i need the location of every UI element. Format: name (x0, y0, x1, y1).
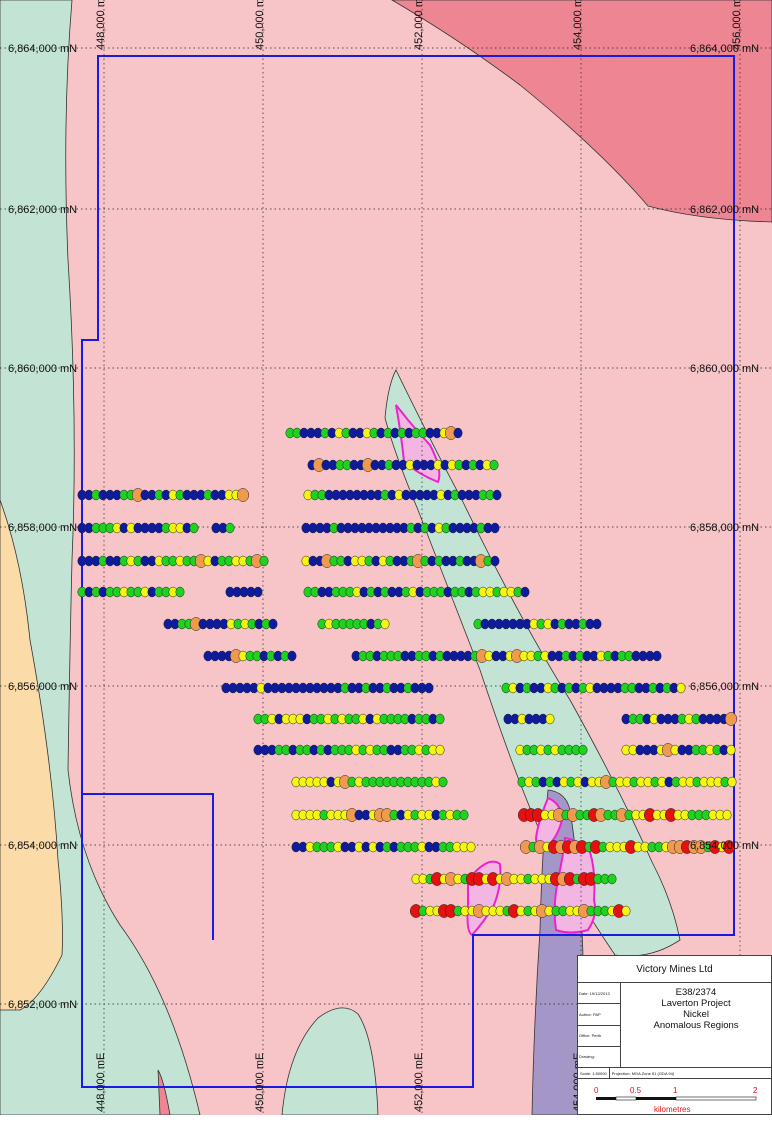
northing-label: 6,860,000 mN (690, 363, 759, 375)
felsic-dyke (157, 1069, 171, 1115)
soil-sample-point (287, 650, 297, 662)
soil-sample-point (189, 522, 199, 534)
scale-projection-row: Scale: 1:50000 Projection: MGA Zone 51 (… (578, 1068, 771, 1079)
soil-sample-point (607, 873, 617, 885)
project-name: Laverton Project (661, 998, 731, 1009)
soil-sample-point (722, 809, 732, 821)
soil-sample-point (438, 776, 448, 788)
soil-sample-point (253, 586, 263, 598)
soil-sample-point (592, 618, 602, 630)
easting-label: 448,000 mE (95, 0, 107, 50)
soil-sample-points (77, 426, 738, 918)
greenstone-unit-south (281, 1007, 379, 1115)
scale-tick-label: 0.5 (630, 1086, 642, 1095)
soil-sample-point (225, 522, 235, 534)
northing-label: 6,854,000 mN (690, 840, 759, 852)
drawing-field: Drawing: (579, 1054, 595, 1060)
soil-sample-point (545, 713, 555, 725)
soil-sample-point (652, 650, 662, 662)
northing-label: 6,864,000 mN (690, 43, 759, 55)
easting-label: 450,000 mE (254, 0, 266, 50)
soil-sample-point (520, 586, 530, 598)
soil-sample-point (268, 618, 278, 630)
northing-label: 6,858,000 mN (8, 522, 77, 534)
easting-label: 448,000 mE (95, 1053, 107, 1112)
title-block-middle: Date: 19/12/2013 Author: PAP Office: Per… (578, 983, 771, 1068)
soil-sample-point (466, 841, 476, 853)
author-field: Author: PAP (578, 1004, 620, 1026)
soil-sample-point (578, 744, 588, 756)
soil-sample-point (726, 744, 736, 756)
soil-sample-point (724, 712, 738, 726)
map-subject: Anomalous Regions (653, 1020, 739, 1031)
easting-label: 454,000 mE (572, 0, 584, 50)
soil-sample-point (492, 489, 502, 501)
soil-sample-point (380, 618, 390, 630)
title-block-metadata: Date: 19/12/2013 Author: PAP Office: Per… (578, 983, 621, 1067)
scale-field: Scale: 1:50000 (578, 1068, 610, 1078)
northing-label: 6,862,000 mN (690, 204, 759, 216)
soil-sample-point (490, 522, 500, 534)
northing-label: 6,856,000 mN (8, 681, 77, 693)
tenement-id: E38/2374 (675, 987, 717, 998)
tenement-boundary (81, 55, 735, 1088)
scale-tick-label: 0 (594, 1086, 599, 1095)
title-block: Victory Mines Ltd Date: 19/12/2013 Autho… (577, 955, 772, 1115)
soil-sample-point (175, 586, 185, 598)
easting-label: 450,000 mE (254, 1053, 266, 1112)
soil-sample-point (259, 555, 269, 567)
easting-label: 452,000 mE (413, 1053, 425, 1112)
soil-sample-point (621, 905, 631, 917)
soil-sample-point (722, 840, 736, 854)
soil-sample-point (453, 427, 463, 439)
scale-tick-label: 1 (673, 1086, 678, 1095)
sediment-unit (0, 499, 63, 1011)
office-field: Office: Perth (578, 1026, 620, 1047)
soil-sample-point (489, 459, 499, 471)
soil-sample-point (435, 744, 445, 756)
northing-label: 6,862,000 mN (8, 204, 77, 216)
northing-label: 6,856,000 mN (690, 681, 759, 693)
scale-unit: kilometres (654, 1105, 690, 1114)
soil-sample-point (727, 776, 737, 788)
scale-bar-graphic: 0 0.5 1 2 kilometres (594, 1086, 758, 1114)
project-description: E38/2374 Laverton Project Nickel Anomalo… (621, 983, 771, 1067)
grid-labels: 6,864,000 mN 6,864,000 mN 6,862,000 mN 6… (8, 0, 759, 1112)
easting-label: 456,000 mE (731, 0, 743, 50)
soil-sample-point (676, 682, 686, 694)
northing-label: 6,852,000 mN (8, 999, 77, 1011)
soil-sample-point (435, 713, 445, 725)
commodity: Nickel (683, 1009, 709, 1020)
company-name: Victory Mines Ltd (578, 956, 771, 983)
northing-label: 6,860,000 mN (8, 363, 77, 375)
soil-sample-point (459, 809, 469, 821)
northing-label: 6,858,000 mN (690, 522, 759, 534)
scale-tick-label: 2 (753, 1086, 758, 1095)
northing-label: 6,854,000 mN (8, 840, 77, 852)
soil-sample-point (424, 682, 434, 694)
soil-sample-point (490, 555, 500, 567)
easting-label: 452,000 mE (413, 0, 425, 50)
soil-sample-point (236, 488, 250, 502)
projection-field: Projection: MGA Zone 51 (GDA 94) (611, 1070, 675, 1076)
scale-bar: 0 0.5 1 2 kilometres (578, 1079, 771, 1117)
date-field: Date: 19/12/2013 (578, 983, 620, 1005)
northing-label: 6,864,000 mN (8, 43, 77, 55)
